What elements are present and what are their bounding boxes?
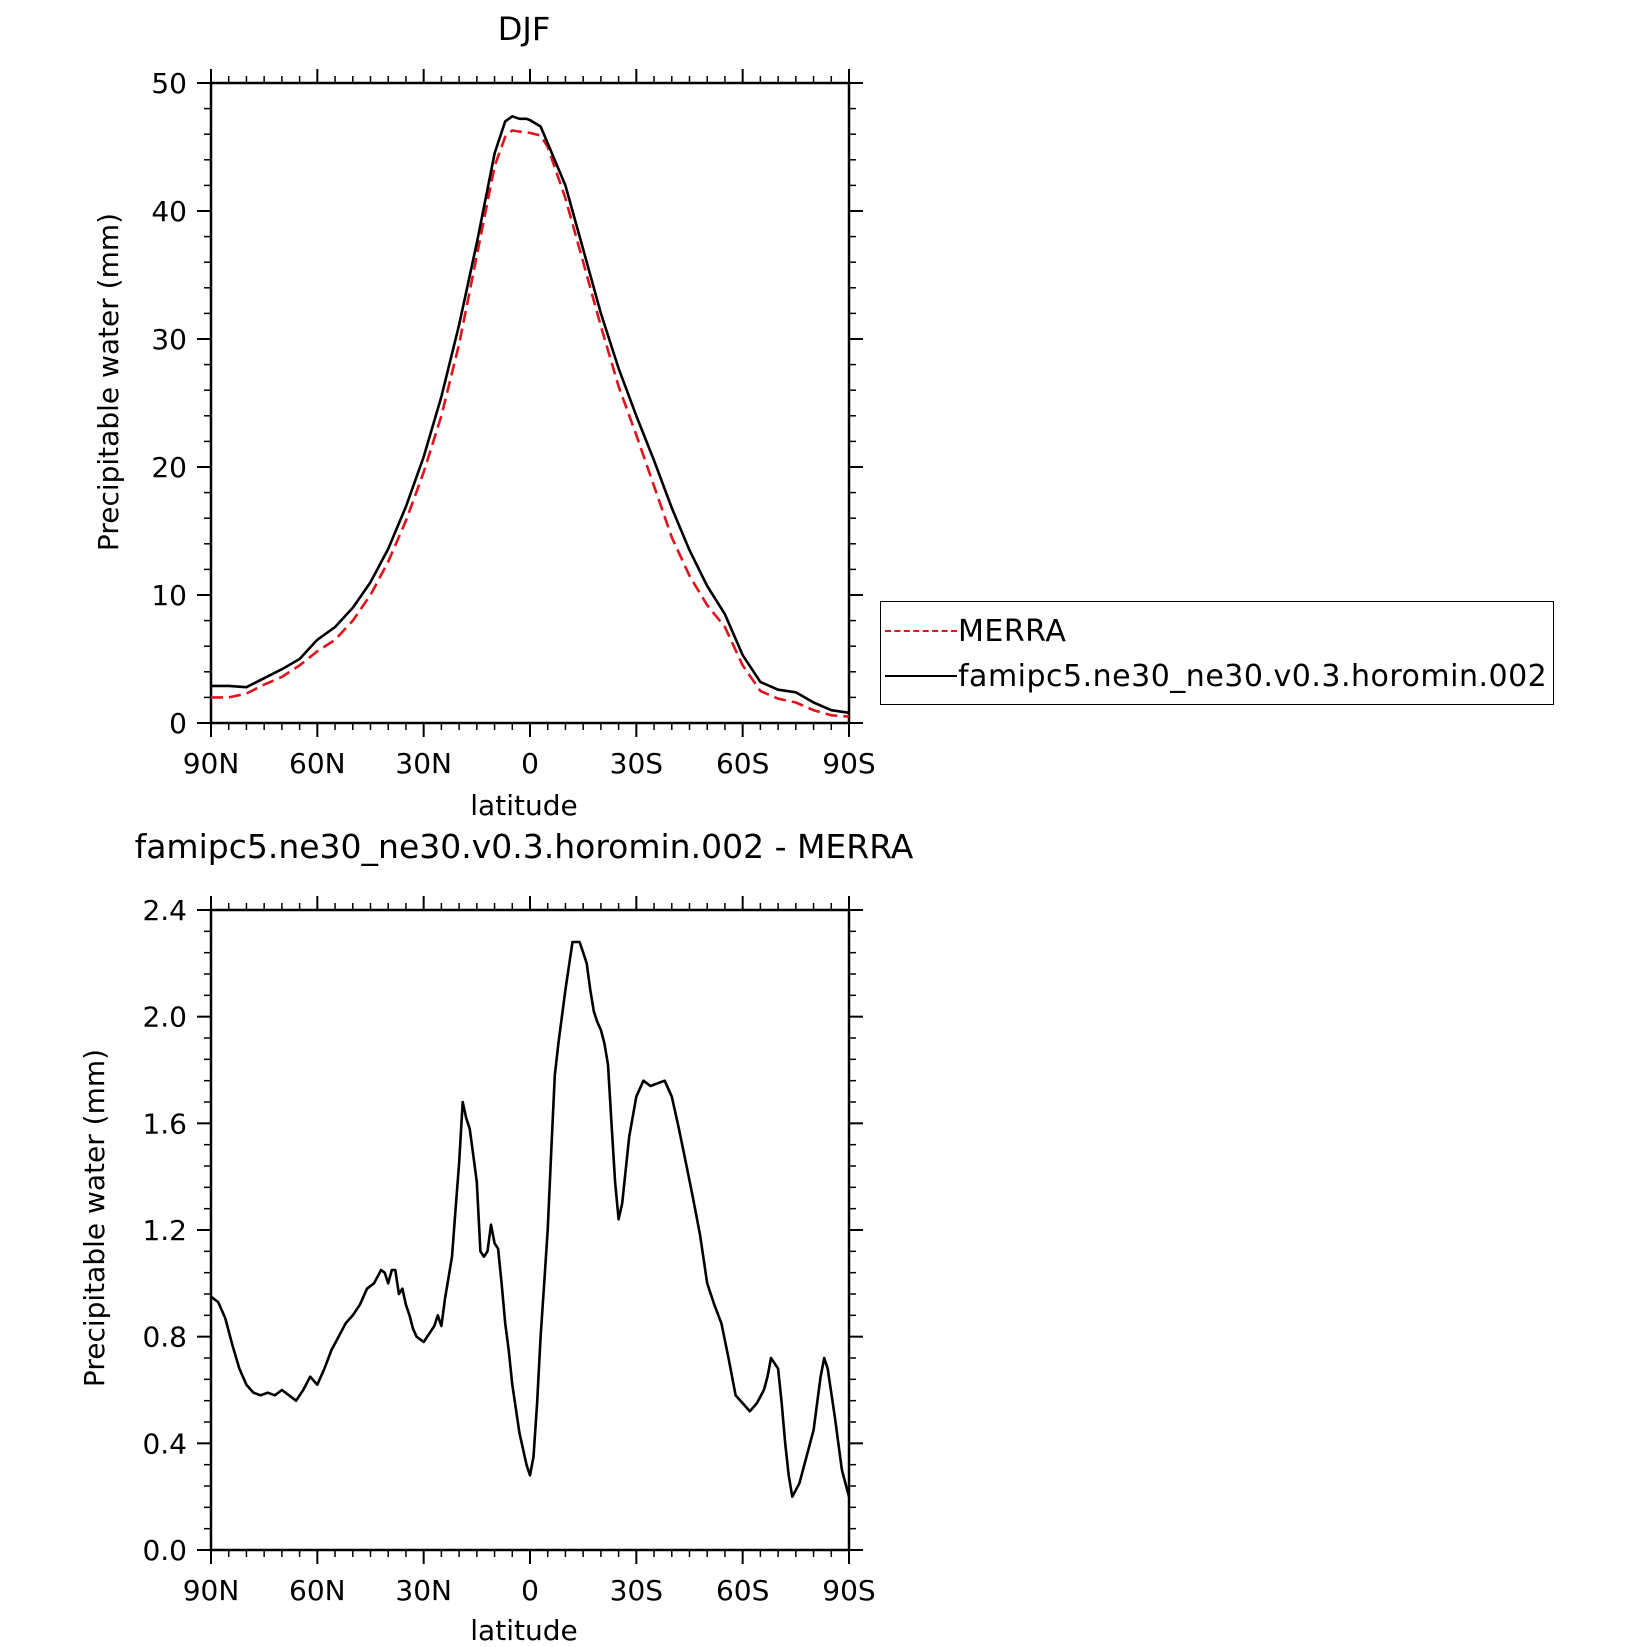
panel-top-title: DJF <box>498 10 550 48</box>
x-tick-label: 90N <box>183 747 240 780</box>
panel-bottom-ylabel: Precipitable water (mm) <box>78 1049 111 1387</box>
x-tick-label: 60S <box>716 1574 769 1607</box>
legend-entry-model: famipc5.ne30_ne30.v0.3.horomin.002 <box>881 655 1553 695</box>
series-line-0-0 <box>211 129 850 718</box>
panel-top-xlabel: latitude <box>470 789 577 822</box>
y-tick-label: 40 <box>151 195 187 228</box>
y-tick-label: 10 <box>151 579 187 612</box>
panel-bottom-title: famipc5.ne30_ne30.v0.3.horomin.002 - MER… <box>135 827 914 866</box>
y-tick-label: 1.2 <box>142 1214 187 1247</box>
y-tick-label: 20 <box>151 451 187 484</box>
y-tick-label: 2.4 <box>142 894 187 927</box>
y-tick-label: 50 <box>151 67 187 100</box>
y-tick-label: 0 <box>169 707 187 740</box>
x-tick-label: 90N <box>183 1574 240 1607</box>
x-tick-label: 60N <box>289 1574 346 1607</box>
legend-swatch-merra <box>885 630 957 632</box>
x-tick-label: 0 <box>521 747 539 780</box>
legend: MERRA famipc5.ne30_ne30.v0.3.horomin.002 <box>880 601 1554 705</box>
x-tick-label: 60N <box>289 747 346 780</box>
y-tick-label: 0.8 <box>142 1321 187 1354</box>
panel-top-ylabel: Precipitable water (mm) <box>92 213 125 551</box>
x-tick-label: 90S <box>822 747 875 780</box>
y-tick-label: 30 <box>151 323 187 356</box>
plot-frame <box>209 908 851 1552</box>
y-tick-label: 0.0 <box>142 1534 187 1567</box>
x-tick-label: 30N <box>395 747 452 780</box>
panel-bottom: famipc5.ne30_ne30.v0.3.horomin.002 - MER… <box>78 827 914 1647</box>
x-tick-label: 30S <box>610 1574 663 1607</box>
x-tick-label: 30S <box>610 747 663 780</box>
x-tick-label: 30N <box>395 1574 452 1607</box>
x-tick-label: 0 <box>521 1574 539 1607</box>
y-tick-label: 0.4 <box>142 1427 187 1460</box>
legend-entry-merra: MERRA <box>881 610 1553 650</box>
y-tick-label: 2.0 <box>142 1001 187 1034</box>
legend-label-merra: MERRA <box>958 614 1067 649</box>
series-line-1-0 <box>210 940 851 1498</box>
x-tick-label: 90S <box>822 1574 875 1607</box>
panel-top: DJF Precipitable water (mm) latitude 90N… <box>92 10 876 822</box>
plot-frame <box>209 81 851 725</box>
legend-swatch-model <box>885 675 957 677</box>
y-tick-label: 1.6 <box>142 1107 187 1140</box>
series-line-0-1 <box>211 115 850 715</box>
legend-label-model: famipc5.ne30_ne30.v0.3.horomin.002 <box>958 659 1548 694</box>
panel-bottom-xlabel: latitude <box>470 1614 577 1647</box>
x-tick-label: 60S <box>716 747 769 780</box>
